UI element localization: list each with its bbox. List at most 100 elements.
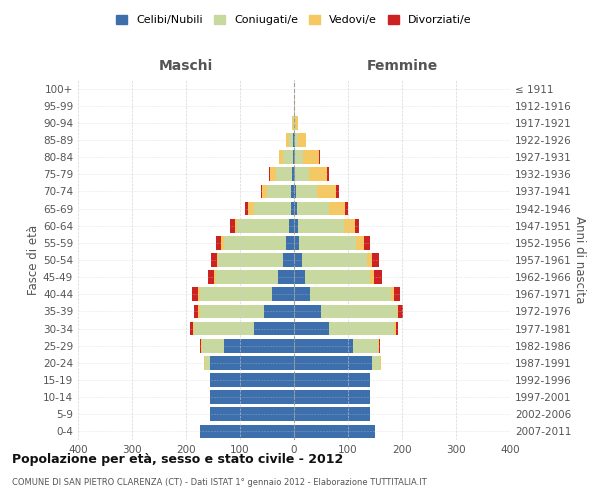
Bar xyxy=(293,150,294,164)
Bar xyxy=(294,356,372,370)
Bar xyxy=(190,322,193,336)
Bar xyxy=(310,288,391,301)
Bar xyxy=(299,236,356,250)
Bar xyxy=(294,288,310,301)
Bar xyxy=(296,184,317,198)
Bar xyxy=(238,219,289,232)
Bar xyxy=(294,408,370,421)
Bar xyxy=(298,133,306,147)
Bar xyxy=(308,168,328,181)
Bar xyxy=(205,356,211,370)
Text: COMUNE DI SAN PIETRO CLARENZA (CT) - Dati ISTAT 1° gennaio 2012 - Elaborazione T: COMUNE DI SAN PIETRO CLARENZA (CT) - Dat… xyxy=(12,478,427,487)
Bar xyxy=(292,202,294,215)
Bar xyxy=(398,304,403,318)
Bar xyxy=(302,253,367,267)
Bar xyxy=(378,339,379,352)
Bar xyxy=(283,150,293,164)
Bar xyxy=(199,424,294,438)
Bar xyxy=(305,270,370,284)
Bar xyxy=(279,150,283,164)
Bar xyxy=(397,304,398,318)
Bar xyxy=(294,184,296,198)
Bar xyxy=(295,150,303,164)
Bar xyxy=(294,270,305,284)
Bar xyxy=(272,288,294,301)
Bar xyxy=(344,219,355,232)
Bar xyxy=(346,202,348,215)
Bar xyxy=(276,168,292,181)
Bar xyxy=(293,133,294,147)
Bar xyxy=(336,184,339,198)
Bar xyxy=(372,356,380,370)
Bar xyxy=(328,168,329,181)
Bar xyxy=(286,133,289,147)
Y-axis label: Fasce di età: Fasce di età xyxy=(27,225,40,295)
Bar xyxy=(374,270,382,284)
Bar xyxy=(286,236,294,250)
Bar xyxy=(278,270,294,284)
Bar xyxy=(294,133,295,147)
Bar xyxy=(356,236,364,250)
Bar xyxy=(283,253,294,267)
Bar xyxy=(395,322,398,336)
Bar xyxy=(372,253,379,267)
Bar xyxy=(295,133,298,147)
Bar xyxy=(317,184,336,198)
Bar xyxy=(329,322,394,336)
Bar xyxy=(292,168,294,181)
Bar xyxy=(294,304,321,318)
Bar xyxy=(218,253,283,267)
Bar xyxy=(200,339,201,352)
Bar xyxy=(292,184,294,198)
Bar xyxy=(194,322,254,336)
Bar xyxy=(319,150,320,164)
Bar xyxy=(254,202,292,215)
Bar xyxy=(294,168,295,181)
Bar xyxy=(321,304,397,318)
Bar xyxy=(193,288,198,301)
Bar xyxy=(202,339,224,352)
Bar xyxy=(289,133,293,147)
Y-axis label: Anni di nascita: Anni di nascita xyxy=(572,216,586,304)
Bar xyxy=(199,304,265,318)
Text: Femmine: Femmine xyxy=(367,59,437,73)
Bar xyxy=(303,150,319,164)
Bar xyxy=(394,288,400,301)
Text: Popolazione per età, sesso e stato civile - 2012: Popolazione per età, sesso e stato civil… xyxy=(12,452,343,466)
Bar xyxy=(245,202,248,215)
Bar xyxy=(260,184,262,198)
Bar xyxy=(329,202,346,215)
Bar xyxy=(224,236,286,250)
Bar xyxy=(265,304,294,318)
Bar xyxy=(193,322,194,336)
Bar xyxy=(211,253,217,267)
Bar xyxy=(294,219,298,232)
Bar xyxy=(298,219,344,232)
Bar xyxy=(294,322,329,336)
Bar xyxy=(201,339,202,352)
Bar xyxy=(294,373,370,387)
Bar xyxy=(267,184,292,198)
Bar xyxy=(355,219,359,232)
Bar xyxy=(198,288,199,301)
Bar xyxy=(199,288,272,301)
Bar xyxy=(211,356,294,370)
Bar xyxy=(292,116,293,130)
Bar xyxy=(194,304,199,318)
Bar xyxy=(294,202,296,215)
Bar xyxy=(224,339,294,352)
Bar xyxy=(295,116,298,130)
Bar xyxy=(353,339,378,352)
Bar xyxy=(262,184,267,198)
Bar xyxy=(216,270,278,284)
Bar xyxy=(294,253,302,267)
Bar xyxy=(221,236,224,250)
Bar xyxy=(294,150,295,164)
Bar xyxy=(254,322,294,336)
Bar xyxy=(370,270,374,284)
Bar xyxy=(216,236,221,250)
Legend: Celibi/Nubili, Coniugati/e, Vedovi/e, Divorziati/e: Celibi/Nubili, Coniugati/e, Vedovi/e, Di… xyxy=(112,10,476,30)
Bar xyxy=(294,236,299,250)
Bar xyxy=(211,390,294,404)
Bar xyxy=(289,219,294,232)
